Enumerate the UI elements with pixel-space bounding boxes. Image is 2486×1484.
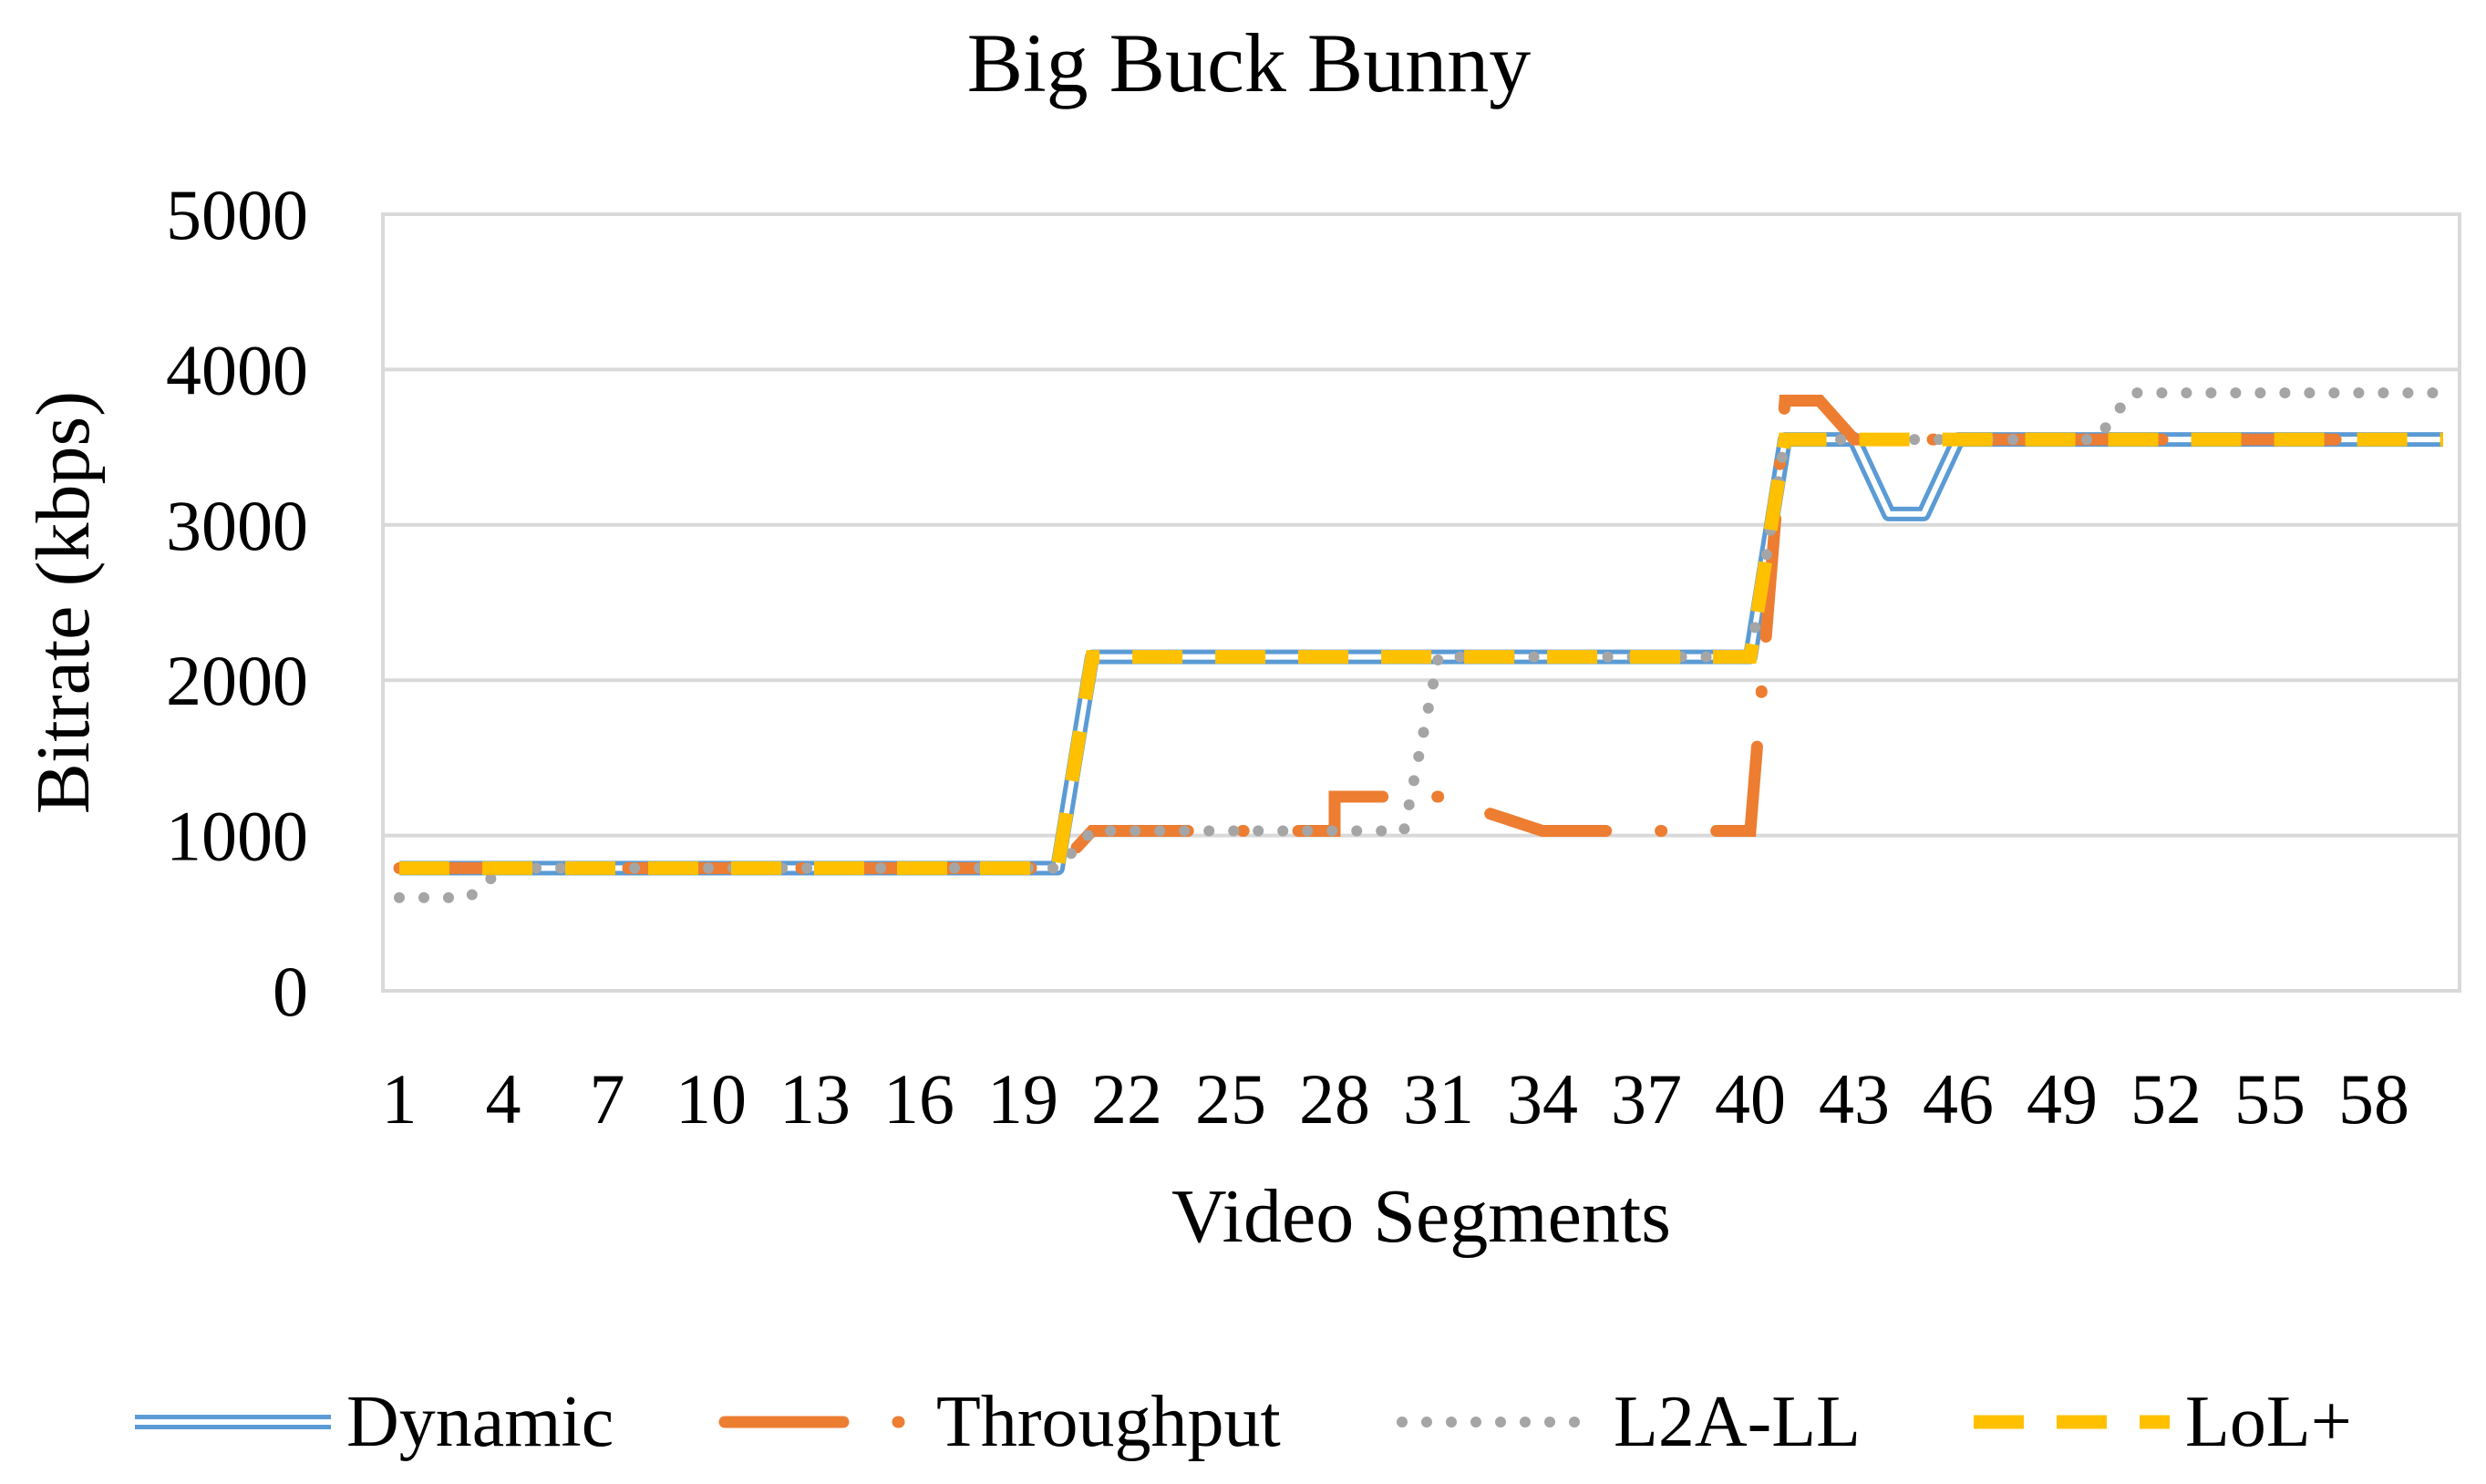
y-tick-label: 1000 (166, 797, 308, 876)
x-tick-label: 25 (1195, 1059, 1266, 1139)
x-tick-label: 40 (1715, 1059, 1786, 1139)
x-tick-label: 22 (1091, 1059, 1162, 1139)
y-tick-label: 5000 (166, 175, 308, 254)
x-tick-label: 28 (1299, 1059, 1370, 1139)
x-tick-label: 52 (2130, 1059, 2202, 1139)
x-tick-label: 16 (883, 1059, 954, 1139)
x-tick-label: 4 (486, 1059, 521, 1139)
series-line-lol- (399, 432, 2443, 875)
y-tick-label: 4000 (166, 330, 308, 409)
legend-label-throughput: Throughput (936, 1382, 1281, 1462)
legend-label-lol-: LoL+ (2185, 1382, 2352, 1462)
x-tick-label: 46 (1923, 1059, 1994, 1139)
x-tick-label: 34 (1507, 1059, 1578, 1139)
x-tick-label: 31 (1403, 1059, 1474, 1139)
y-tick-label: 2000 (166, 641, 308, 720)
x-tick-label: 10 (676, 1059, 747, 1139)
chart-title: Big Buck Bunny (967, 16, 1531, 109)
legend: Dynamic Throughput L2A-LL LoL+ (135, 1382, 2352, 1462)
x-tick-label: 55 (2234, 1059, 2305, 1139)
legend-label-dynamic: Dynamic (346, 1382, 614, 1462)
x-tick-label: 7 (590, 1059, 625, 1139)
x-tick-label: 43 (1819, 1059, 1890, 1139)
x-tick-label: 19 (987, 1059, 1058, 1139)
x-tick-label: 49 (2027, 1059, 2098, 1139)
x-tick-label: 13 (779, 1059, 851, 1139)
x-tick-label: 58 (2338, 1059, 2409, 1139)
x-axis-ticks: 1 4 7 10 13 16 19 22 25 28 31 34 37 40 43 46 49 52 55 58 (382, 1059, 2410, 1139)
y-tick-label: 3000 (166, 486, 308, 565)
y-axis-title: Bitrate (kbps) (21, 391, 106, 814)
y-tick-label: 0 (273, 952, 308, 1031)
gridlines (383, 367, 2460, 838)
x-tick-label: 37 (1611, 1059, 1682, 1139)
legend-label-l2a-ll: L2A-LL (1614, 1382, 1861, 1462)
y-axis-ticks: 0 1000 2000 3000 4000 5000 (166, 175, 308, 1031)
x-axis-title: Video Segments (1171, 1174, 1671, 1259)
series-lines (393, 387, 2450, 903)
x-tick-label: 1 (382, 1059, 418, 1139)
series-line-l2a-ll (394, 387, 2449, 903)
